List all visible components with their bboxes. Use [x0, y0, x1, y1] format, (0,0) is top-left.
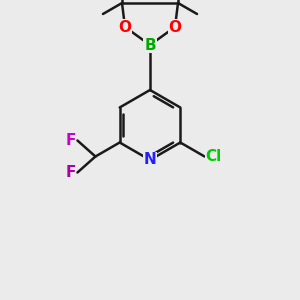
Text: Cl: Cl [206, 149, 222, 164]
Text: O: O [118, 20, 131, 34]
Text: N: N [144, 152, 156, 167]
Text: F: F [65, 165, 76, 180]
Text: F: F [65, 133, 76, 148]
Text: O: O [169, 20, 182, 34]
Text: B: B [144, 38, 156, 52]
